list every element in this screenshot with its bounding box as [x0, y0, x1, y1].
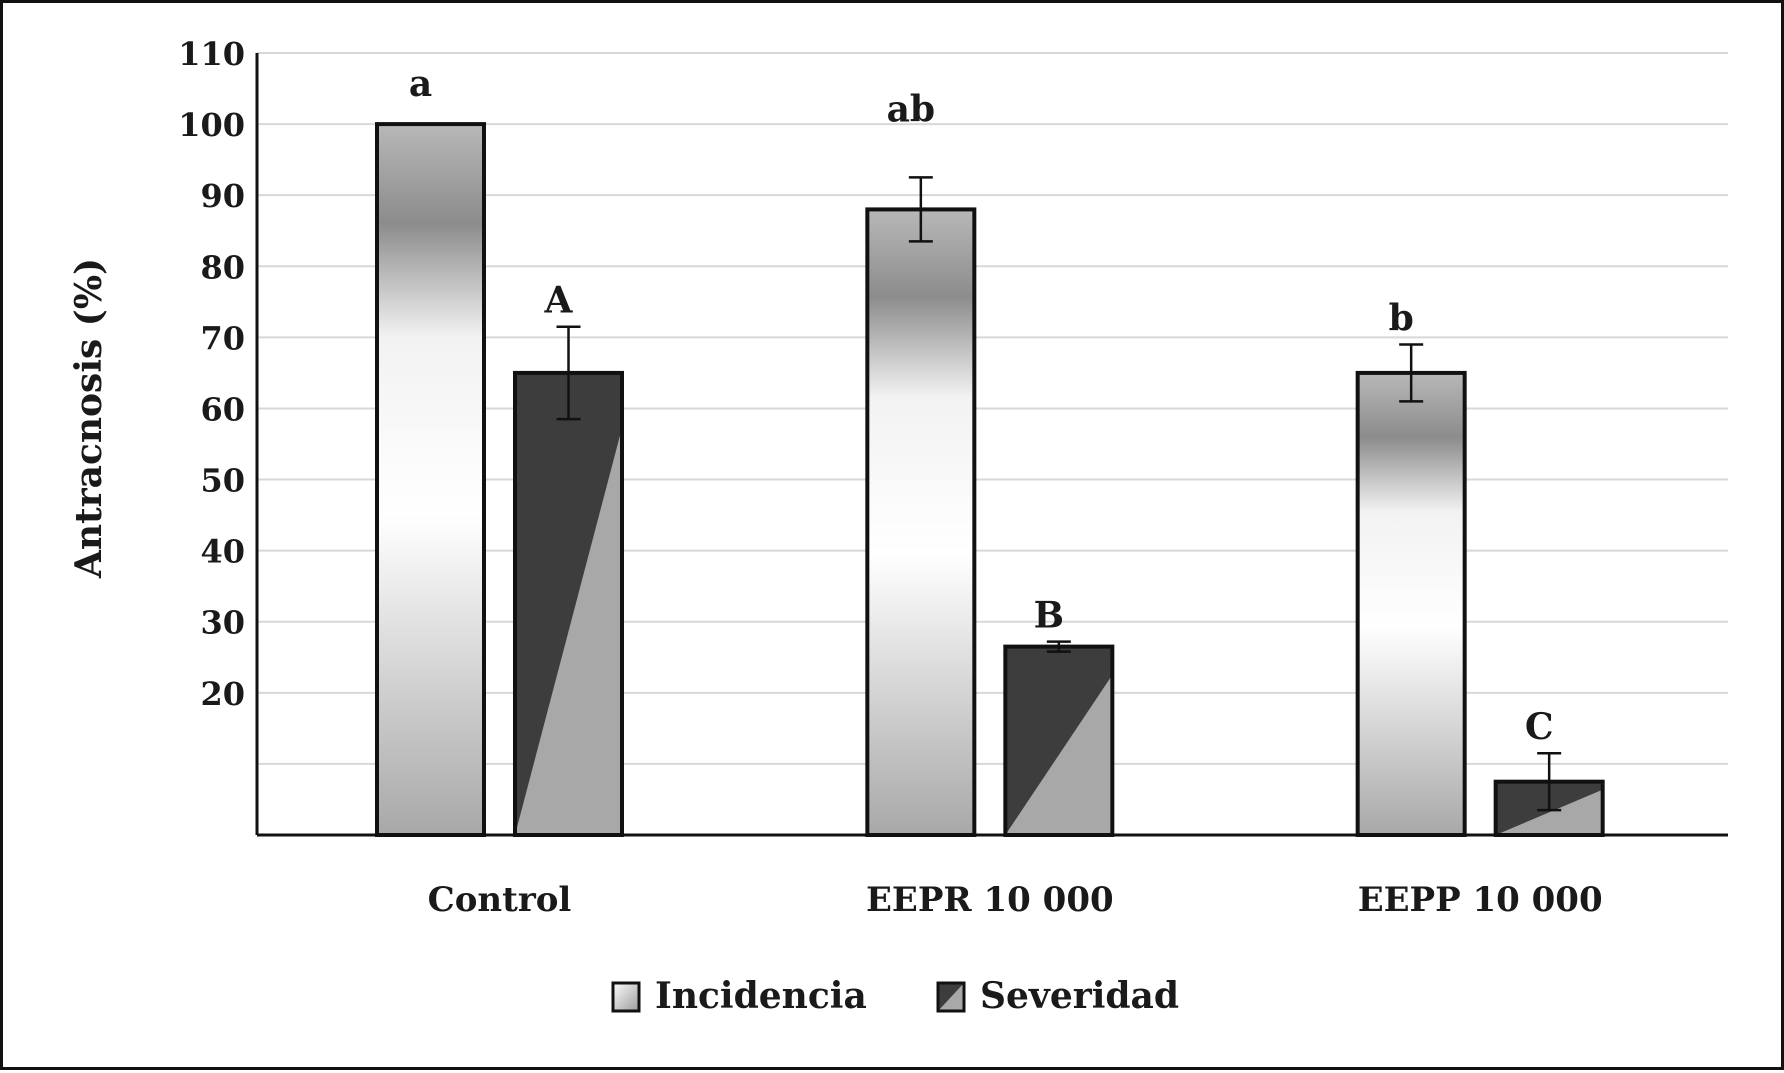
legend-label: Severidad	[980, 975, 1179, 1017]
significance-label: A	[544, 280, 574, 322]
y-axis-label: Antracnosis (%)	[68, 258, 110, 579]
y-tick-label: 20	[200, 675, 245, 713]
axes	[255, 53, 1728, 837]
y-tick-label: 40	[200, 533, 245, 571]
y-tick-label: 70	[200, 319, 245, 357]
x-category-label: EEPR 10 000	[866, 880, 1114, 920]
y-tick-label: 110	[178, 35, 245, 73]
significance-label: ab	[887, 88, 936, 130]
significance-label: B	[1034, 595, 1064, 637]
x-category-label: EEPP 10 000	[1358, 880, 1603, 920]
significance-label: C	[1525, 706, 1554, 748]
bar-severidad-shade	[515, 427, 622, 835]
bar-incidencia	[375, 122, 486, 838]
x-axis-categories: Control EEPR 10 000 EEPP 10 000	[428, 880, 1603, 920]
bar-severidad-shade	[1495, 789, 1603, 835]
significance-label: b	[1389, 297, 1414, 339]
y-axis-ticks: 20 30 40 50 60 70 80 90 100 110	[178, 35, 245, 713]
y-tick-label: 100	[178, 106, 245, 144]
bar-severidad-shade	[1005, 674, 1113, 835]
y-tick-label: 90	[200, 177, 245, 215]
legend-swatch-shade	[938, 983, 964, 1011]
x-category-label: Control	[428, 880, 572, 920]
legend: Incidencia Severidad	[611, 975, 1179, 1017]
legend-label: Incidencia	[655, 975, 867, 1017]
y-tick-label: 80	[200, 248, 245, 286]
bar-incidencia	[1355, 370, 1467, 837]
bar-incidencia	[865, 207, 977, 837]
y-tick-label: 30	[200, 604, 245, 642]
y-tick-label: 50	[200, 462, 245, 500]
y-tick-label: 60	[200, 390, 245, 428]
bars: a Aab Bb C	[375, 63, 1605, 838]
bar-chart: 20 30 40 50 60 70 80 90 100 110 a Aab Bb C Control EE…	[68, 35, 1728, 1017]
legend-swatch-incidencia	[611, 981, 641, 1013]
gridlines	[257, 52, 1728, 765]
legend-swatch-outline	[936, 981, 966, 1013]
significance-label: a	[409, 63, 432, 105]
